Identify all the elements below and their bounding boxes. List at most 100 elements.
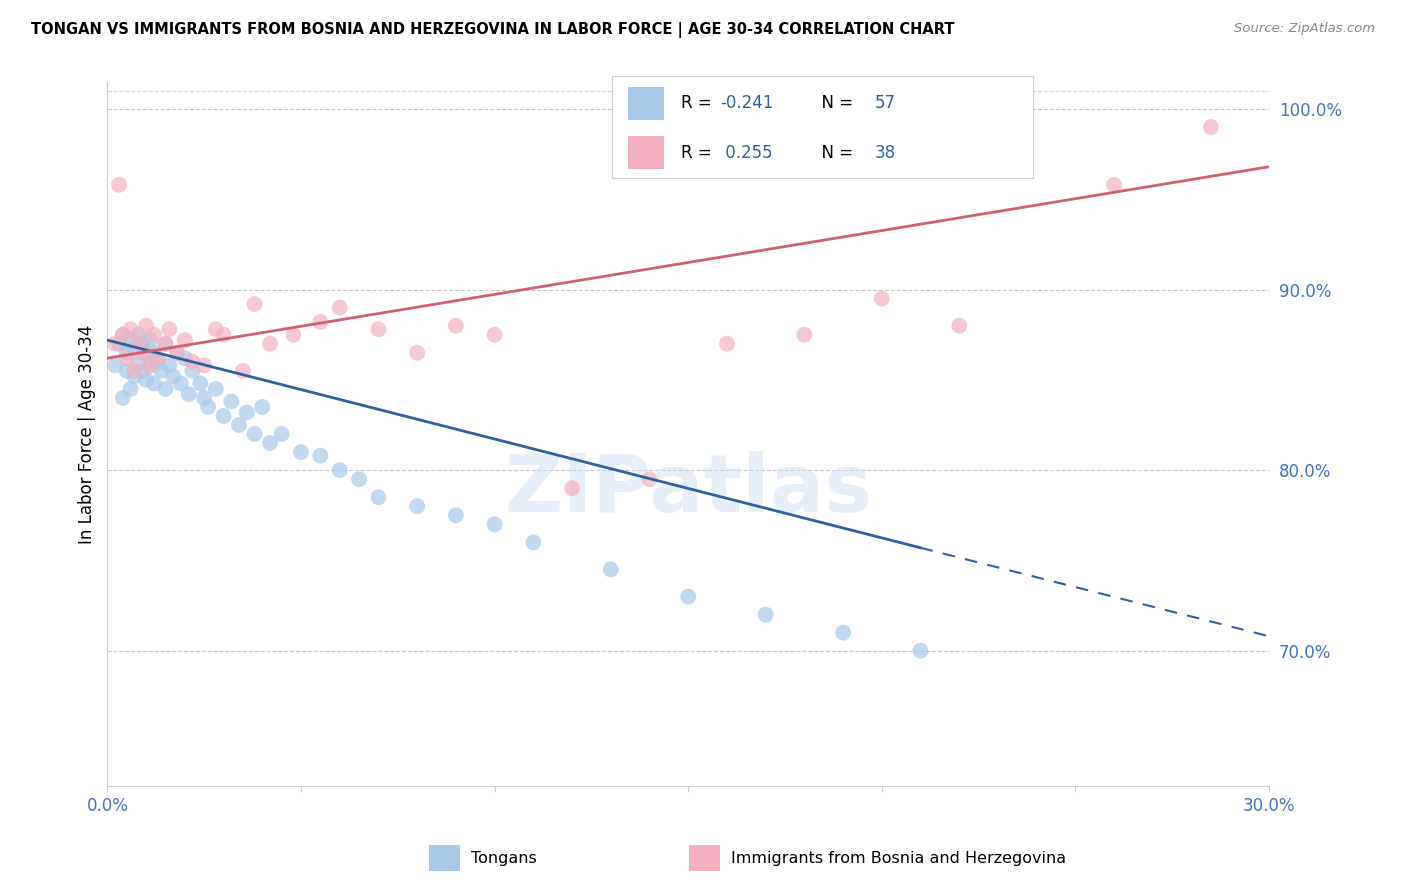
Point <box>444 508 467 523</box>
Point <box>204 382 226 396</box>
Point <box>166 345 188 359</box>
Point <box>124 369 146 384</box>
Point <box>104 336 127 351</box>
Text: N =: N = <box>811 144 859 161</box>
Point <box>155 382 177 396</box>
Point <box>232 364 254 378</box>
Point <box>193 391 215 405</box>
Point <box>115 345 138 359</box>
Point <box>444 318 467 333</box>
Point <box>146 355 169 369</box>
Point <box>124 340 146 354</box>
Point <box>139 359 162 373</box>
Point <box>406 345 429 359</box>
Point <box>166 345 188 359</box>
Point <box>309 449 332 463</box>
Point <box>832 625 855 640</box>
Point <box>212 327 235 342</box>
Point <box>157 322 180 336</box>
Point <box>120 322 142 336</box>
Point <box>162 369 184 384</box>
Point <box>228 417 250 432</box>
Text: Immigrants from Bosnia and Herzegovina: Immigrants from Bosnia and Herzegovina <box>731 851 1066 865</box>
Point <box>367 490 389 504</box>
Point <box>181 355 204 369</box>
Point <box>150 364 173 378</box>
Point <box>173 333 195 347</box>
Point <box>290 445 312 459</box>
Point <box>221 394 243 409</box>
Point <box>599 562 621 576</box>
Point <box>131 345 153 359</box>
Point <box>406 500 429 514</box>
Point <box>127 333 149 347</box>
Text: -0.241: -0.241 <box>720 95 773 112</box>
Point <box>142 376 165 391</box>
Point <box>193 359 215 373</box>
Point <box>484 517 506 532</box>
Point <box>252 400 274 414</box>
Point <box>484 327 506 342</box>
Point <box>561 481 583 495</box>
Point <box>104 359 127 373</box>
Point <box>142 327 165 342</box>
Point <box>1102 178 1125 192</box>
Point <box>127 355 149 369</box>
Text: Source: ZipAtlas.com: Source: ZipAtlas.com <box>1234 22 1375 36</box>
Point <box>243 427 266 442</box>
Point <box>181 364 204 378</box>
Point <box>173 351 195 366</box>
Point <box>155 336 177 351</box>
Point <box>259 336 281 351</box>
Point <box>135 345 157 359</box>
Point <box>638 472 661 486</box>
Point <box>170 376 193 391</box>
Point <box>948 318 970 333</box>
Point <box>135 318 157 333</box>
Point <box>270 427 292 442</box>
Text: R =: R = <box>681 95 717 112</box>
Point <box>676 590 699 604</box>
Point <box>236 405 259 419</box>
Point <box>115 364 138 378</box>
Point <box>108 178 131 192</box>
Point <box>146 351 169 366</box>
Point <box>157 359 180 373</box>
Text: ZIPatlas: ZIPatlas <box>505 451 872 529</box>
Point <box>367 322 389 336</box>
Point <box>212 409 235 423</box>
Point <box>111 327 134 342</box>
Point <box>755 607 778 622</box>
Point <box>131 364 153 378</box>
Point <box>139 333 162 347</box>
Point <box>120 333 142 347</box>
Point <box>108 336 131 351</box>
Point <box>188 376 211 391</box>
Y-axis label: In Labor Force | Age 30-34: In Labor Force | Age 30-34 <box>79 325 96 543</box>
Point <box>309 315 332 329</box>
Point <box>139 359 162 373</box>
Point <box>793 327 815 342</box>
Point <box>329 463 352 477</box>
Point <box>177 387 200 401</box>
Point <box>522 535 544 549</box>
Text: Tongans: Tongans <box>471 851 537 865</box>
Text: 0.255: 0.255 <box>720 144 772 161</box>
Point <box>135 373 157 387</box>
Point <box>131 336 153 351</box>
Point <box>197 400 219 414</box>
Point <box>204 322 226 336</box>
Point <box>111 327 134 342</box>
Point <box>259 436 281 450</box>
Point <box>111 391 134 405</box>
Point <box>120 382 142 396</box>
Point <box>142 345 165 359</box>
Point <box>910 643 932 657</box>
Point <box>1199 120 1222 134</box>
Text: TONGAN VS IMMIGRANTS FROM BOSNIA AND HERZEGOVINA IN LABOR FORCE | AGE 30-34 CORR: TONGAN VS IMMIGRANTS FROM BOSNIA AND HER… <box>31 22 955 38</box>
Point <box>283 327 305 342</box>
Text: 38: 38 <box>875 144 896 161</box>
Point <box>716 336 738 351</box>
Text: 57: 57 <box>875 95 896 112</box>
Text: R =: R = <box>681 144 717 161</box>
